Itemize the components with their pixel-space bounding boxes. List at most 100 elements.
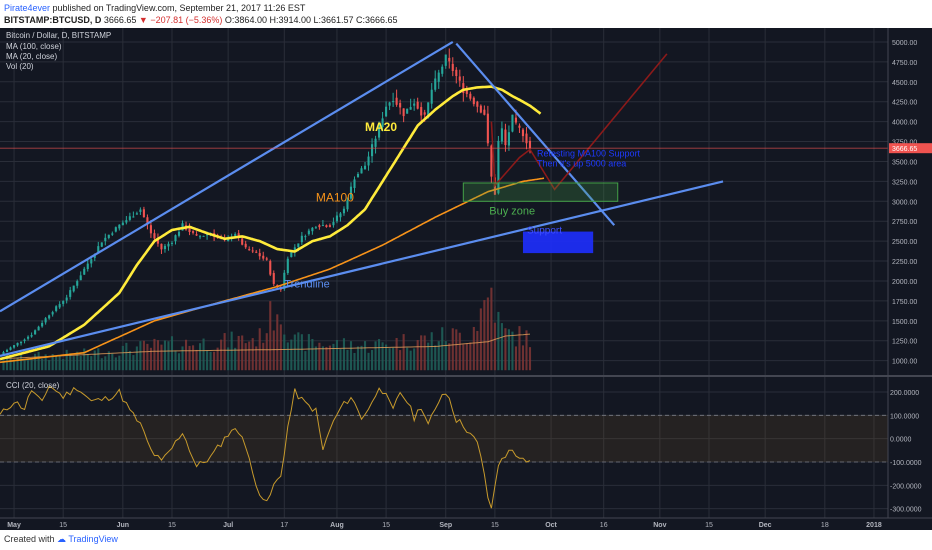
volume-bar [27,358,30,371]
chart-canvas[interactable]: Buy zone Support Retesting MA100 Support Th… [0,28,932,530]
volume-bar [392,347,395,371]
candle-body [385,106,388,117]
candle-body [297,243,300,248]
volume-bar [346,349,349,371]
candle-body [170,242,174,244]
candle-body [444,54,447,66]
candle-body [300,235,303,243]
upper-trendline [0,41,454,313]
volume-bar [300,334,303,371]
ohlc-values: O:3864.00 H:3914.00 L:3661.57 C:3666.65 [224,15,398,25]
candle-body [142,209,145,218]
volume-bar [48,359,51,371]
candle-body [48,315,51,319]
volume-bar [356,346,360,371]
candle-body [199,236,202,238]
cci-tick-label: -300.0000 [890,507,922,514]
candle-body [5,349,9,353]
candle-body [321,225,324,227]
volume-bar [304,351,307,371]
author-link[interactable]: Pirate4ever [4,3,51,13]
candle-body [406,108,409,114]
candle-body [23,339,26,342]
volume-bar [202,338,205,371]
candle-body [174,235,177,242]
candle-body [149,225,152,234]
symbol-label: BITSTAMP:BTCUSD, D [4,15,102,25]
volume-bar [269,301,272,371]
volume-bar [255,346,258,371]
volume-bar [276,314,279,371]
volume-bar [30,359,33,371]
volume-bar [465,343,468,371]
volume-bar [370,349,374,371]
volume-bar [139,341,142,371]
volume-bar [37,352,40,371]
volume-bar [177,353,181,371]
volume-bar [486,297,489,371]
price-tick-label: 4250.00 [892,100,917,107]
volume-bar [521,345,525,371]
candle-body [90,259,93,264]
volume-bar [69,353,72,371]
price-tick-label: 2750.00 [892,219,917,226]
candle-body [65,297,68,301]
volume-bar [220,339,223,371]
volume-bar [83,348,86,371]
candle-body [100,242,103,247]
candle-body [528,140,532,149]
volume-bar [479,308,482,371]
ma100-label: MA100 [316,190,354,204]
candle-body [293,247,296,253]
candle-body [286,258,289,274]
candle-body [342,208,346,214]
candle-body [121,222,124,226]
volume-bar [216,347,219,371]
volume-bar [500,323,503,371]
volume-bar [297,332,300,371]
buy-zone-box [462,182,619,202]
candle-body [139,209,142,212]
volume-bar [437,341,440,371]
volume-bar [213,351,216,371]
volume-bar [142,340,145,371]
volume-bar [79,355,82,371]
volume-bar [41,358,44,371]
volume-bar [58,355,61,371]
candle-body [191,231,195,233]
volume-bar [174,350,177,371]
volume-bar [100,358,103,371]
candle-body [269,261,272,275]
volume-bar [483,300,486,371]
volume-bar [156,340,159,371]
drawings: Buy zone Support Retesting MA100 Support Th… [0,41,888,357]
volume-bar [184,339,188,371]
tradingview-brand-link[interactable]: TradingView [68,534,118,544]
support-box [522,231,594,254]
candle-body [234,234,237,236]
candle-body [356,173,360,178]
candle-body [402,108,405,117]
tradingview-cloud-icon: ☁ [57,534,67,544]
volume-bar [2,360,5,371]
price-tick-label: 3250.00 [892,179,917,186]
candle-body [465,89,468,94]
support-note-line: Retesting MA100 Support [537,149,641,159]
candle-body [206,234,209,236]
candle-body [462,83,465,94]
candle-body [135,213,138,215]
volume-bar [511,331,514,371]
volume-bar [206,350,209,371]
candle-body [318,225,321,228]
candle-body [304,236,307,238]
candle-body [325,225,328,228]
cci-line [0,385,531,509]
candle-body [346,200,349,210]
candle-body [511,114,514,132]
candle-body [360,168,363,174]
volume-bar [328,345,331,371]
candle-body [437,72,440,82]
candle-body [476,101,479,107]
volume-bar [293,334,296,371]
indicator-ma20: MA (20, close) [6,52,57,61]
